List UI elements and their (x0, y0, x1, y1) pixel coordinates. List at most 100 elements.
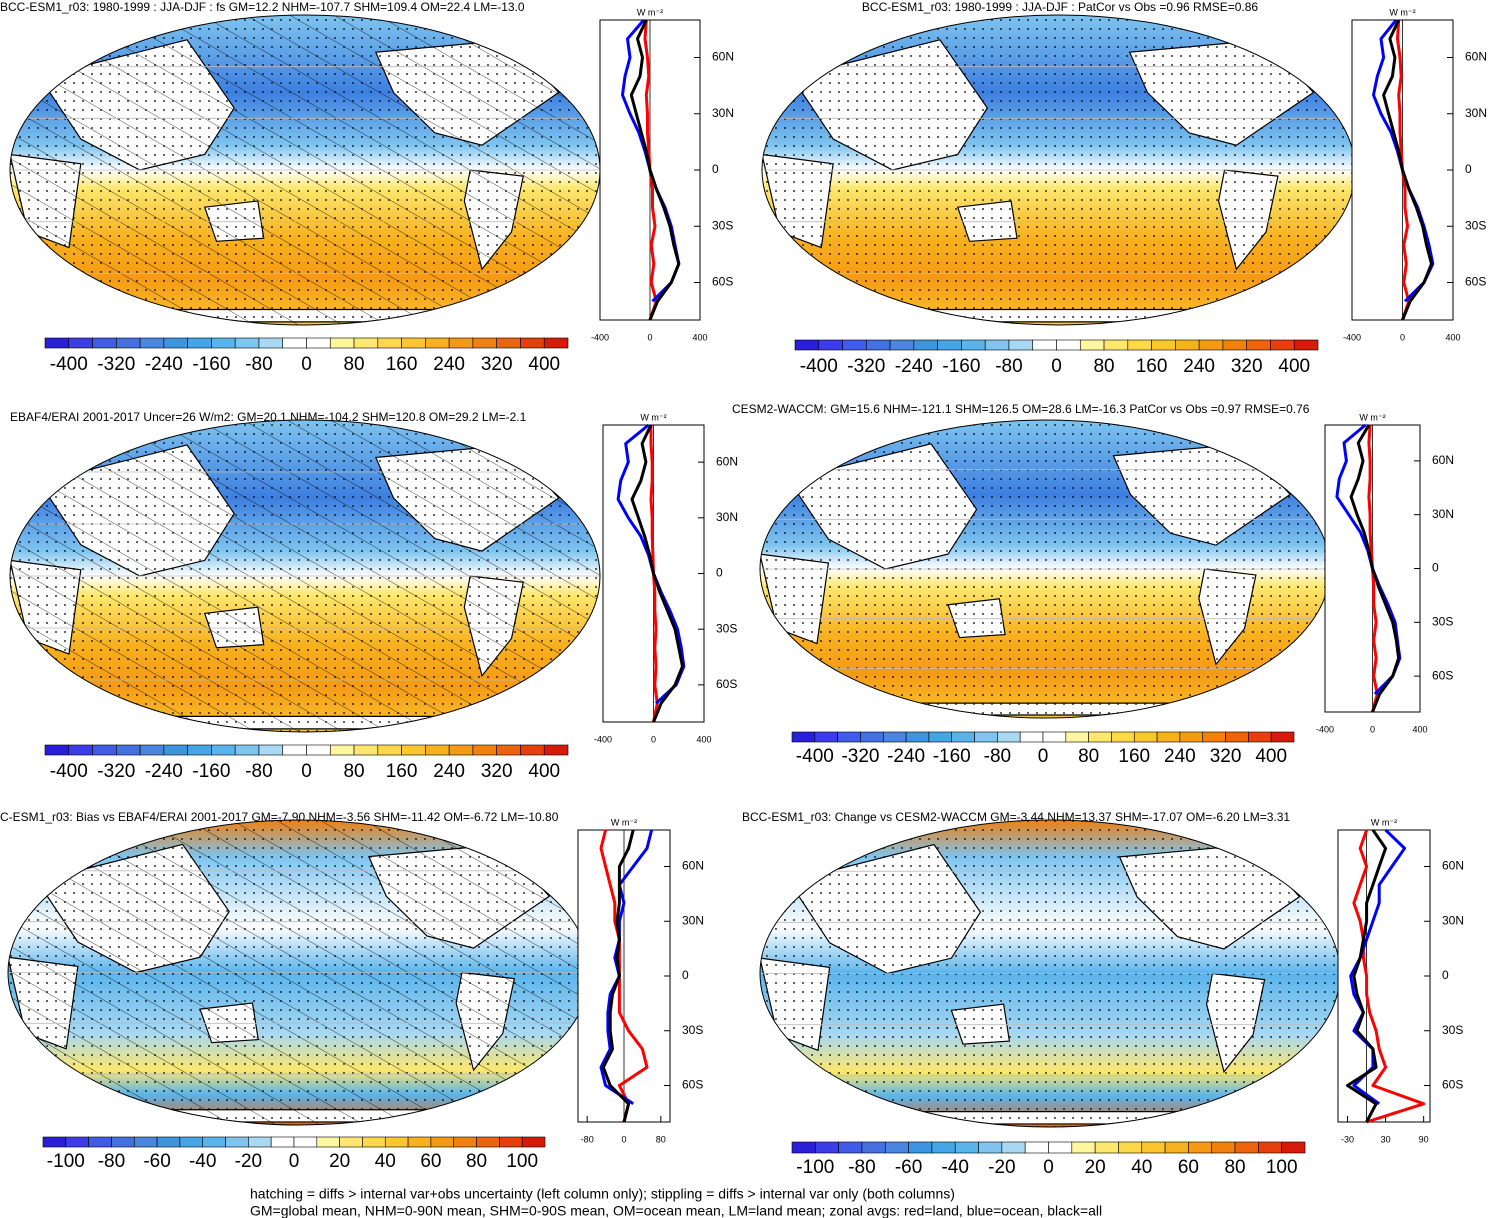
colorbar-box (401, 744, 426, 756)
y-tick-label: 30N (716, 510, 738, 524)
footer-line: GM=global mean, NHM=0-90N mean, SHM=0-90… (250, 1203, 1102, 1218)
y-tick-label: 30S (1442, 1023, 1463, 1037)
colorbar-box (234, 744, 260, 756)
y-tick-label: 60S (712, 275, 733, 289)
colorbar-box (1248, 731, 1272, 743)
colorbar-label: -240 (145, 354, 183, 375)
colorbar-box (111, 1136, 135, 1148)
colorbar-box (543, 337, 569, 349)
units-label: W m⁻² (640, 412, 666, 422)
colorbar-box (282, 744, 307, 756)
colorbar-label: -80 (245, 354, 272, 375)
colorbar-label: -240 (895, 356, 933, 377)
panel-title: EBAF4/ERAI 2001-2017 Uncer=26 W/m2: GM=2… (10, 410, 527, 424)
colorbar-box (1293, 339, 1319, 351)
colorbar-box (838, 1141, 863, 1154)
panel-title: BCC-ESM1_r03: Change vs CESM2-WACCM GM=-… (742, 810, 1290, 824)
y-tick-label: 30N (1432, 507, 1454, 521)
colorbar-box (496, 337, 521, 349)
colorbar-box (815, 1141, 839, 1154)
x-tick-label: 400 (1412, 724, 1427, 734)
colorbar-box (1111, 731, 1135, 743)
colorbar-label: 60 (420, 1151, 441, 1172)
x-tick-label: -400 (594, 734, 612, 744)
colorbar-box (1001, 1141, 1026, 1154)
y-tick-label: 30S (682, 1023, 703, 1037)
colorbar-box (1175, 339, 1200, 351)
colorbar-box (1188, 1141, 1213, 1154)
colorbar-label: -320 (97, 354, 135, 375)
colorbar-label: 240 (1183, 356, 1215, 377)
units-label: W m⁻² (637, 7, 663, 17)
colorbar-label: 320 (1231, 356, 1263, 377)
colorbar-box (384, 1136, 409, 1148)
colorbar-label: 160 (386, 761, 418, 782)
x-tick-label: -400 (591, 332, 609, 342)
colorbar-label: 400 (528, 761, 560, 782)
colorbar-box (1258, 1141, 1282, 1154)
colorbar-box (353, 744, 379, 756)
y-tick-label: 0 (682, 968, 689, 982)
x-tick-label: 400 (696, 734, 711, 744)
colorbar-label: 60 (1178, 1157, 1199, 1178)
panel-title: BCC-ESM1_r03: 1980-1999 : JJA-DJF : PatC… (862, 0, 1258, 14)
colorbar-box (258, 744, 284, 756)
colorbar-box (425, 337, 450, 349)
y-tick-label: 0 (712, 162, 719, 176)
colorbar-box (44, 337, 70, 349)
colorbar-box (951, 731, 975, 743)
colorbar-box (293, 1136, 318, 1148)
colorbar-box (884, 1141, 909, 1154)
colorbar-box (1048, 1141, 1073, 1154)
colorbar-label: -40 (941, 1157, 968, 1178)
colorbar-box (248, 1136, 272, 1148)
colorbar-box (377, 337, 402, 349)
colorbar-box (1042, 731, 1067, 743)
colorbar-box (791, 1141, 816, 1154)
y-tick-label: 30S (716, 621, 737, 635)
y-tick-label: 60S (716, 677, 737, 691)
colorbar-label: 0 (1038, 746, 1049, 767)
colorbar-box (476, 1136, 500, 1148)
colorbar-box (1065, 731, 1089, 743)
colorbar-label: 20 (329, 1151, 350, 1172)
colorbar-box (889, 339, 915, 351)
x-tick-label: -400 (1343, 332, 1361, 342)
colorbar-label: -100 (47, 1151, 85, 1172)
colorbar-label: -400 (796, 746, 834, 767)
colorbar-box (329, 337, 355, 349)
colorbar-label: -80 (848, 1157, 875, 1178)
colorbar-box (1222, 339, 1247, 351)
colorbar-box (453, 1136, 477, 1148)
colorbar-label: 80 (343, 761, 364, 782)
colorbar-box (258, 337, 284, 349)
zonal-line (1382, 19, 1433, 321)
y-tick-label: 30S (1465, 218, 1486, 232)
colorbar-box (984, 339, 1010, 351)
colorbar-box (448, 744, 474, 756)
colorbar-box (496, 744, 521, 756)
colorbar-label: -100 (796, 1157, 834, 1178)
colorbar-label: -320 (841, 746, 879, 767)
colorbar-label: -80 (245, 761, 272, 782)
colorbar-box (1198, 339, 1224, 351)
y-tick-label: 60N (1442, 859, 1464, 873)
map (10, 420, 600, 732)
colorbar-box (139, 337, 165, 349)
colorbar-label: 40 (375, 1151, 396, 1172)
colorbar-box (1019, 731, 1044, 743)
colorbar-label: 0 (1051, 356, 1062, 377)
colorbar-label: -60 (143, 1151, 170, 1172)
colorbar-label: -80 (98, 1151, 125, 1172)
colorbar-box (1234, 1141, 1259, 1154)
colorbar-label: -60 (895, 1157, 922, 1178)
colorbar-box (931, 1141, 956, 1154)
colorbar-label: 400 (1278, 356, 1310, 377)
units-label: W m⁻² (1359, 412, 1385, 422)
colorbar-box (1225, 731, 1249, 743)
y-tick-label: 60S (682, 1078, 703, 1092)
colorbar-box (1246, 339, 1271, 351)
colorbar-box (472, 744, 497, 756)
colorbar-box (92, 744, 117, 756)
colorbar-box (202, 1136, 226, 1148)
